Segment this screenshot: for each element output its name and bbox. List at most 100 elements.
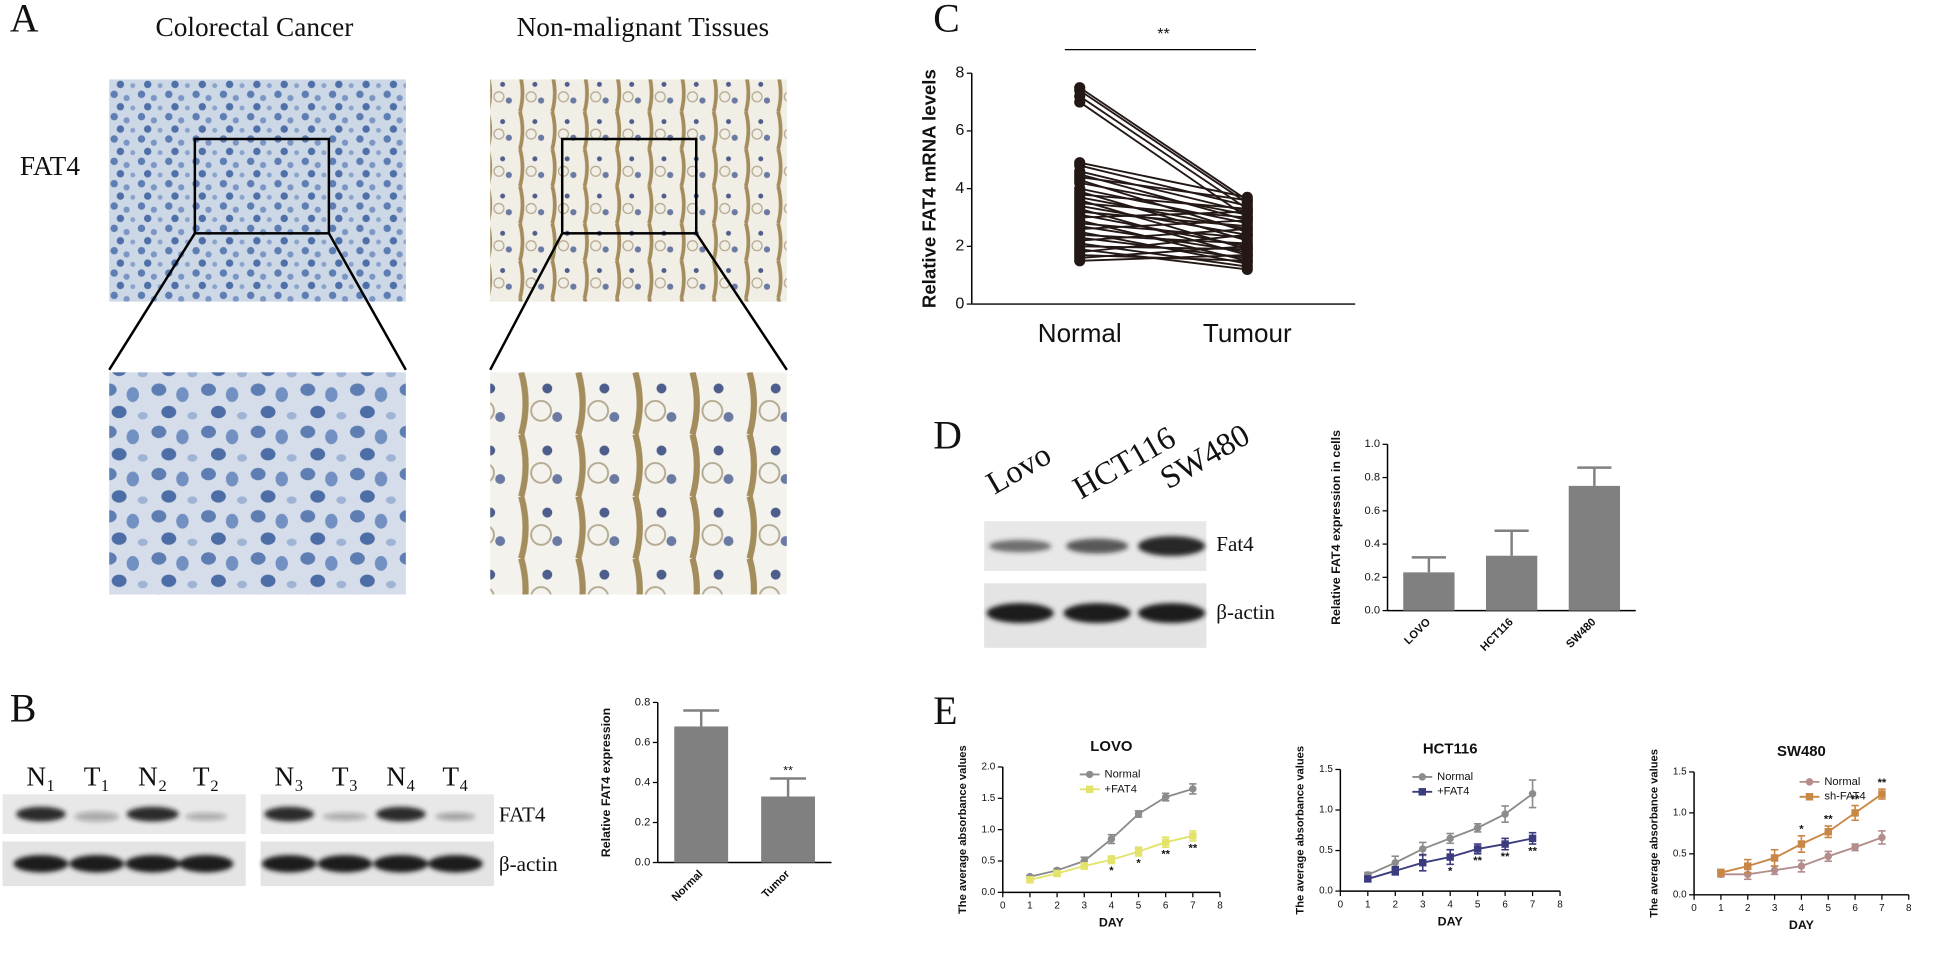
- legend-label: Normal: [1824, 776, 1860, 788]
- pair-line: [1079, 202, 1248, 219]
- point: [1053, 869, 1061, 878]
- point: [1851, 843, 1859, 852]
- panel-label: C: [933, 0, 959, 40]
- significance: **: [1473, 855, 1482, 867]
- zoom-box: [193, 137, 331, 235]
- x-tick-label: 6: [1163, 901, 1169, 912]
- pair-line: [1079, 176, 1248, 202]
- point: [1391, 858, 1399, 867]
- point: [1528, 834, 1537, 843]
- x-tick-label: 7: [1190, 901, 1196, 912]
- point: [1446, 834, 1454, 843]
- band-label: β-actin: [499, 852, 558, 876]
- significance: **: [1157, 25, 1170, 43]
- point: [1074, 96, 1086, 108]
- pair-line: [1079, 233, 1248, 254]
- x-axis-label: DAY: [1099, 916, 1125, 930]
- x-tick-label: 1: [1365, 899, 1371, 910]
- pair-line: [1079, 170, 1248, 213]
- point: [1824, 852, 1832, 861]
- x-tick-label: 3: [1420, 899, 1426, 910]
- x-tick-label: 1: [1027, 901, 1033, 912]
- x-tick-label: 7: [1879, 903, 1885, 914]
- y-axis-label: The average absorbance values: [1648, 749, 1660, 918]
- x-tick-label: 0: [1338, 899, 1344, 910]
- y-tick-label: 1.0: [1319, 805, 1333, 816]
- significance: *: [1448, 866, 1453, 878]
- pair-line: [1079, 181, 1248, 216]
- y-tick-label: 0.6: [1365, 505, 1381, 517]
- pair-line: [1079, 101, 1248, 219]
- y-tick-label: 0.0: [1365, 605, 1381, 617]
- y-tick-label: 0.0: [1673, 889, 1687, 900]
- zoom-lines: [108, 232, 788, 371]
- point: [1189, 832, 1197, 840]
- point: [1770, 866, 1779, 874]
- y-tick-label: 0.4: [1365, 538, 1381, 550]
- x-tick-label: 0: [1691, 903, 1697, 914]
- point: [1878, 833, 1886, 842]
- y-tick-label: 2.0: [982, 762, 996, 773]
- significance: **: [1878, 777, 1887, 789]
- pair-line: [1079, 187, 1248, 225]
- lane-label: T₄: [442, 762, 468, 792]
- x-tick-label: 3: [1772, 903, 1778, 914]
- western-blot: [2, 794, 494, 887]
- legend-marker: [1085, 785, 1094, 794]
- y-tick-label: 1.5: [982, 793, 996, 804]
- pair-line: [1079, 205, 1248, 236]
- significance: *: [1109, 865, 1114, 877]
- bar: [674, 726, 729, 863]
- y-axis-label: Relative FAT4 expression in cells: [1329, 430, 1343, 625]
- point: [1419, 845, 1427, 853]
- x-tick-label: 1: [1718, 903, 1724, 914]
- x-tick-label: LOVO: [1402, 616, 1433, 647]
- x-tick-label: 5: [1475, 899, 1481, 910]
- point: [1419, 858, 1427, 867]
- pair-line: [1079, 210, 1248, 219]
- x-axis-label: DAY: [1789, 918, 1815, 932]
- point: [1241, 214, 1253, 226]
- point: [1501, 810, 1509, 818]
- point: [1107, 835, 1116, 843]
- point: [1717, 868, 1725, 877]
- y-tick-label: 1.0: [1673, 808, 1687, 819]
- x-tick-label: 4: [1447, 899, 1453, 910]
- x-tick-label: 8: [1217, 901, 1223, 912]
- panel-label: E: [933, 689, 957, 733]
- column-title: Non-malignant Tissues: [517, 12, 770, 42]
- significance: **: [1501, 851, 1510, 863]
- point: [1878, 790, 1886, 798]
- significance: **: [1188, 842, 1197, 854]
- point: [1241, 229, 1253, 241]
- point: [1241, 240, 1253, 252]
- significance: **: [1824, 814, 1833, 826]
- point: [1446, 853, 1454, 861]
- x-tick-label: Tumour: [1203, 318, 1292, 348]
- point: [1473, 845, 1482, 853]
- pair-line: [1079, 190, 1248, 242]
- lane-label: T₃: [332, 762, 358, 792]
- point: [1080, 862, 1088, 870]
- pair-line: [1079, 245, 1248, 259]
- significance: **: [783, 763, 793, 777]
- bar: [1403, 572, 1455, 611]
- point: [1528, 790, 1537, 798]
- point: [1797, 840, 1806, 848]
- band-label: Fat4: [1216, 532, 1254, 556]
- chart-title: LOVO: [1090, 739, 1132, 755]
- band-label: FAT4: [499, 802, 546, 826]
- point: [1241, 263, 1253, 276]
- legend-label: sh-FAT4: [1824, 791, 1865, 803]
- lane-labels: N₁ T₁ N₂ T₂ N₃ T₃ N₄ T₄: [26, 762, 468, 792]
- legend-marker: [1805, 778, 1814, 786]
- bar: [1485, 555, 1538, 611]
- pair-line: [1079, 161, 1248, 199]
- y-tick-label: 0.4: [635, 776, 651, 788]
- point: [1824, 828, 1832, 836]
- micrograph: [109, 372, 406, 595]
- point: [1107, 856, 1116, 864]
- x-tick-label: 5: [1825, 903, 1831, 914]
- lane-label: N₁: [26, 762, 55, 792]
